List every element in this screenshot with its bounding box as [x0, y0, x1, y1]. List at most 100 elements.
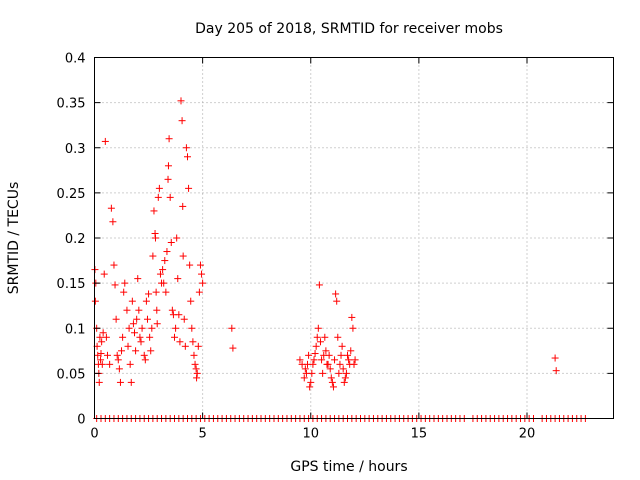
data-point: [324, 360, 332, 368]
x-tick-label: 5: [198, 427, 206, 442]
data-point: [91, 297, 99, 305]
data-point: [348, 313, 356, 321]
data-point: [331, 356, 339, 364]
data-point: [315, 281, 323, 289]
data-point: [325, 351, 333, 359]
data-point: [127, 378, 135, 386]
data-point: [142, 297, 150, 305]
data-point: [96, 333, 104, 341]
data-point: [116, 378, 124, 386]
data-point: [106, 360, 114, 368]
data-point: [306, 383, 314, 391]
y-tick-label: 0.1: [65, 322, 86, 337]
data-point: [97, 350, 105, 358]
data-point: [150, 207, 158, 215]
data-point: [113, 351, 121, 359]
data-point: [338, 342, 346, 350]
data-point: [189, 338, 197, 346]
x-tick-label: 15: [411, 427, 428, 442]
data-point: [137, 338, 145, 346]
data-point: [341, 374, 349, 382]
data-point: [166, 193, 174, 201]
data-point: [319, 369, 327, 377]
data-point: [307, 378, 315, 386]
data-point: [171, 333, 179, 341]
data-point: [119, 333, 127, 341]
data-point: [101, 137, 109, 145]
data-point: [334, 333, 342, 341]
data-point: [195, 288, 203, 296]
data-point: [179, 252, 187, 260]
data-point: [172, 324, 180, 332]
x-axis-label: GPS time / hours: [290, 459, 407, 475]
data-point: [300, 374, 308, 382]
data-point: [100, 270, 108, 278]
data-point: [182, 144, 190, 152]
data-point: [133, 315, 141, 323]
data-point: [316, 338, 324, 346]
data-point: [148, 324, 156, 332]
data-point: [301, 365, 309, 373]
data-point: [121, 279, 129, 287]
data-point: [123, 306, 131, 314]
data-point: [97, 356, 105, 364]
data-point: [168, 306, 176, 314]
data-point: [551, 354, 559, 362]
data-point: [181, 342, 189, 350]
data-point: [308, 369, 316, 377]
data-point: [185, 184, 193, 192]
x-tick-labels: 0 5 10 15 20: [90, 427, 535, 442]
x-tick-label: 20: [519, 427, 536, 442]
data-point: [318, 356, 326, 364]
data-point: [162, 288, 170, 296]
data-point: [175, 311, 183, 319]
data-point: [192, 365, 200, 373]
data-point: [155, 184, 163, 192]
data-point: [327, 374, 335, 382]
data-point: [99, 329, 107, 337]
data-point: [114, 356, 122, 364]
data-point: [310, 356, 318, 364]
data-point: [191, 360, 199, 368]
data-point: [183, 153, 191, 161]
data-point: [131, 329, 139, 337]
data-point: [340, 378, 348, 386]
data-point: [337, 351, 345, 359]
y-tick-label: 0: [77, 413, 85, 428]
data-point: [98, 360, 106, 368]
data-point: [322, 347, 330, 355]
data-point: [149, 252, 157, 260]
data-point: [196, 261, 204, 269]
data-point: [173, 234, 181, 242]
data-point: [102, 333, 110, 341]
data-point: [188, 324, 196, 332]
y-tick-label: 0.25: [57, 187, 86, 202]
data-point: [194, 342, 202, 350]
data-point: [229, 344, 237, 352]
data-point: [176, 338, 184, 346]
data-point: [152, 288, 160, 296]
data-point: [160, 279, 168, 287]
data-point: [134, 275, 142, 283]
data-point: [140, 351, 148, 359]
data-point: [153, 320, 161, 328]
data-point: [129, 320, 137, 328]
y-axis-label: SRMTID / TECUs: [6, 182, 22, 295]
data-point: [350, 360, 358, 368]
data-point: [344, 351, 352, 359]
data-point: [94, 351, 102, 359]
data-point: [305, 351, 313, 359]
data-point: [328, 378, 336, 386]
data-point: [349, 324, 357, 332]
data-point: [110, 261, 118, 269]
data-point: [126, 360, 134, 368]
data-point: [351, 356, 359, 364]
y-tick-label: 0.05: [57, 367, 86, 382]
y-tick-label: 0.35: [57, 97, 86, 112]
data-point: [163, 248, 171, 256]
data-point: [165, 135, 173, 143]
y-tick-labels: 0 0.05 0.1 0.15 0.2 0.25 0.3 0.35 0.4: [57, 52, 86, 428]
data-point: [342, 369, 350, 377]
data-point: [312, 342, 320, 350]
